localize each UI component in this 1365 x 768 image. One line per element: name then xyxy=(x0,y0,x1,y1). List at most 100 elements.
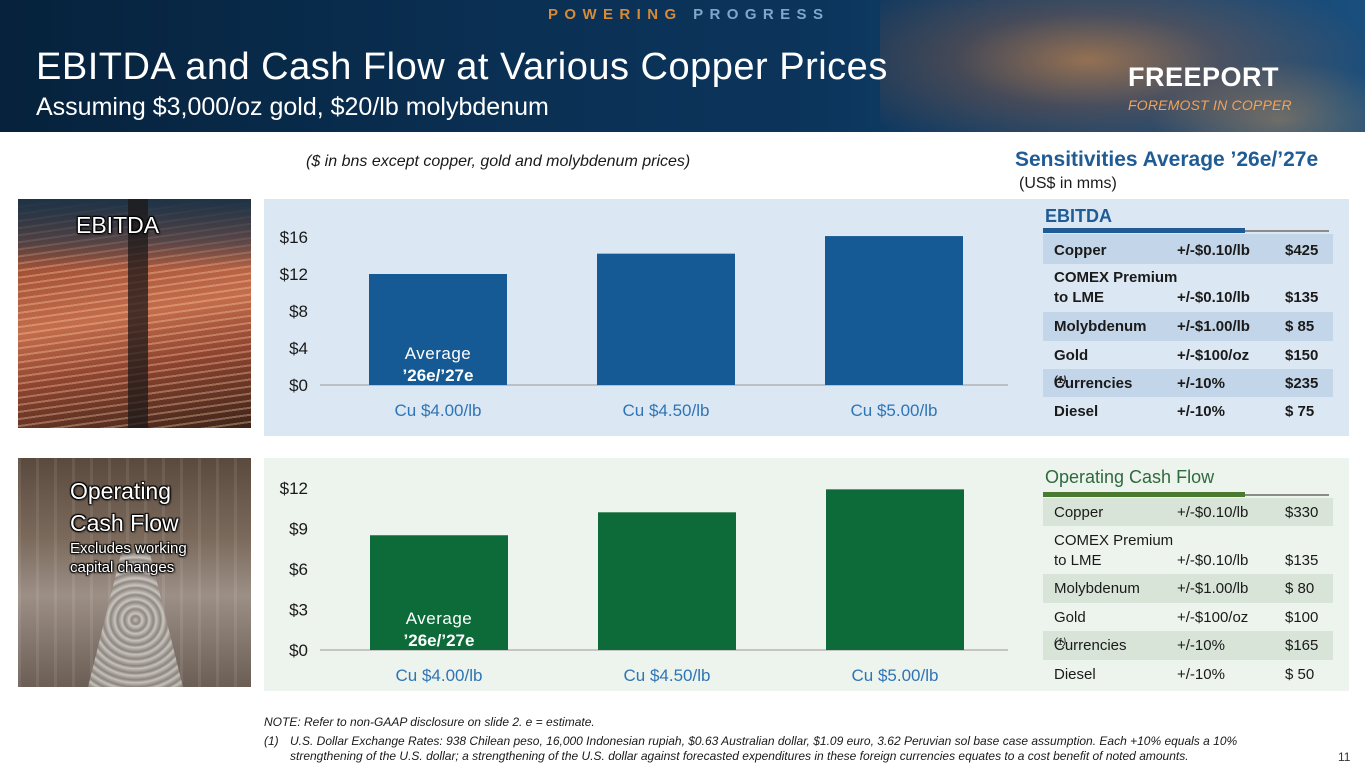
ebitda-heading-rule xyxy=(1043,228,1329,233)
y-tick-label: $3 xyxy=(289,601,308,620)
sens-row: Copper +/-$0.10/lb $330 xyxy=(1043,498,1333,526)
sens-row: Currencies (1) +/-10% $165 xyxy=(1043,631,1333,660)
photo-strap xyxy=(128,199,148,428)
sens-delta: +/-$100/oz xyxy=(1177,609,1249,626)
sens-name: COMEX Premium xyxy=(1054,532,1174,549)
sens-name: Molybdenum xyxy=(1054,318,1147,335)
copper-cathodes-photo xyxy=(18,199,251,428)
bar xyxy=(369,274,507,385)
bar xyxy=(597,253,735,385)
sens-value: $ 75 xyxy=(1285,403,1315,420)
y-tick-label: $0 xyxy=(289,376,308,395)
footnote-marker: (1) xyxy=(1054,375,1067,386)
tagline-powering: POWERING xyxy=(548,6,683,23)
sens-value: $235 xyxy=(1285,375,1319,392)
ebitda-heading-accent xyxy=(1043,228,1245,233)
photo-label-cash-flow: Cash Flow xyxy=(70,510,179,536)
category-label: Cu $4.50/lb xyxy=(623,401,710,420)
ebitda-bar-chart: $0 $4 $8 $12 $16 Cu $4.00/lb Cu $4.50/lb Cu $5.… xyxy=(280,228,1008,420)
sens-row: COMEX Premium to LME +/-$0.10/lb $135 xyxy=(1043,526,1333,574)
photo-note-line2: capital changes xyxy=(70,559,175,576)
sens-value: $100 xyxy=(1285,609,1319,626)
bar-label-period: ’26e/’27e xyxy=(403,366,474,385)
sens-row: Gold +/-$100/oz $100 xyxy=(1043,603,1333,631)
bar xyxy=(826,489,964,650)
non-gaap-note: NOTE: Refer to non-GAAP disclosure on sl… xyxy=(264,715,595,729)
sens-delta: +/-10% xyxy=(1177,375,1225,392)
footnote-1-line2: strengthening of the U.S. dollar; a stre… xyxy=(290,749,1189,763)
tagline: POWERING PROGRESS xyxy=(548,6,829,23)
sens-delta: +/-$0.10/lb xyxy=(1177,242,1250,259)
y-tick-label: $8 xyxy=(289,302,308,321)
sens-name: Diesel xyxy=(1054,403,1099,420)
photo-label-operating: Operating xyxy=(70,478,172,504)
sens-name: COMEX Premium xyxy=(1054,269,1178,286)
ocf-sens-heading: Operating Cash Flow xyxy=(1045,467,1215,487)
sens-value: $165 xyxy=(1285,637,1319,654)
y-tick-label: $12 xyxy=(280,479,308,498)
ocf-bar-chart: $0 $3 $6 $9 $12 Cu $4.00/lb Cu $4.50/lb Cu $5.0… xyxy=(280,479,1008,685)
sens-delta: +/-$0.10/lb xyxy=(1177,289,1250,306)
sens-row: Diesel +/-10% $ 75 xyxy=(1043,397,1333,425)
header-banner: POWERING PROGRESS EBITDA and Cash Flow a… xyxy=(0,0,1365,132)
category-label: Cu $4.00/lb xyxy=(396,666,483,685)
y-tick-label: $6 xyxy=(289,560,308,579)
sens-value: $135 xyxy=(1285,552,1319,569)
footnote-marker: (1) xyxy=(1054,637,1067,648)
sens-name: Copper xyxy=(1054,242,1107,259)
sens-name: Gold xyxy=(1054,609,1086,626)
sens-value: $150 xyxy=(1285,347,1319,364)
category-label: Cu $5.00/lb xyxy=(851,401,938,420)
sens-delta: +/-10% xyxy=(1177,666,1225,683)
sens-row: Currencies (1) +/-10% $235 xyxy=(1043,369,1333,397)
ocf-heading-accent xyxy=(1043,492,1245,497)
y-tick-label: $4 xyxy=(289,339,308,358)
sensitivities-subtitle: (US$ in mms) xyxy=(1019,175,1117,192)
bar-label-period: ’26e/’27e xyxy=(404,631,475,650)
sens-name-cont: to LME xyxy=(1054,552,1102,569)
sens-value: $330 xyxy=(1285,504,1319,521)
conveyor-belt-photo xyxy=(18,458,251,687)
sens-name: Copper xyxy=(1054,504,1104,521)
y-tick-label: $9 xyxy=(289,520,308,539)
banner-glow-secondary xyxy=(1150,60,1365,132)
sens-name: Gold xyxy=(1054,347,1089,364)
sens-row: Molybdenum +/-$1.00/lb $ 85 xyxy=(1043,312,1333,341)
ebitda-sens-heading: EBITDA xyxy=(1045,206,1112,226)
sens-row: Copper +/-$0.10/lb $425 xyxy=(1043,234,1333,264)
footnote-1-marker: (1) xyxy=(264,734,279,748)
banner-glow xyxy=(880,0,1365,132)
bar-label-average: Average xyxy=(405,344,472,363)
category-label: Cu $4.00/lb xyxy=(395,401,482,420)
sens-delta: +/-$1.00/lb xyxy=(1177,318,1250,335)
page-subtitle: Assuming $3,000/oz gold, $20/lb molybden… xyxy=(36,93,549,121)
sens-delta: +/-$100/oz xyxy=(1177,347,1250,364)
category-label: Cu $4.50/lb xyxy=(624,666,711,685)
category-label: Cu $5.00/lb xyxy=(852,666,939,685)
sens-value: $135 xyxy=(1285,289,1319,306)
freeport-logo: FREEPORT xyxy=(1128,62,1280,92)
sensitivities-title: Sensitivities Average ’26e/’27e xyxy=(1015,148,1319,171)
sens-name-text: Currencies xyxy=(1054,637,1127,654)
tagline-progress: PROGRESS xyxy=(693,6,830,23)
sens-name-cont: to LME xyxy=(1054,289,1104,306)
sens-value: $425 xyxy=(1285,242,1319,259)
bar xyxy=(598,512,736,650)
sens-value: $ 80 xyxy=(1285,580,1315,597)
y-tick-label: $12 xyxy=(280,265,308,284)
sens-name: Molybdenum xyxy=(1054,580,1140,597)
y-tick-label: $0 xyxy=(289,641,308,660)
page-title: EBITDA and Cash Flow at Various Copper P… xyxy=(36,46,888,88)
sens-name-text: Currencies xyxy=(1054,375,1133,392)
page-number: 11 xyxy=(1338,750,1351,764)
bar xyxy=(370,535,508,650)
sens-delta: +/-$0.10/lb xyxy=(1177,552,1249,569)
sens-delta: +/-$0.10/lb xyxy=(1177,504,1249,521)
units-note: ($ in bns except copper, gold and molybd… xyxy=(306,153,691,170)
sens-row: Molybdenum +/-$1.00/lb $ 80 xyxy=(1043,574,1333,603)
footnote-1-line1: U.S. Dollar Exchange Rates: 938 Chilean … xyxy=(290,734,1238,748)
sens-row: COMEX Premium to LME +/-$0.10/lb $135 xyxy=(1043,264,1333,312)
photo-note-line1: Excludes working xyxy=(70,540,187,557)
sens-delta: +/-10% xyxy=(1177,637,1225,654)
sens-row: Gold +/-$100/oz $150 xyxy=(1043,341,1333,369)
